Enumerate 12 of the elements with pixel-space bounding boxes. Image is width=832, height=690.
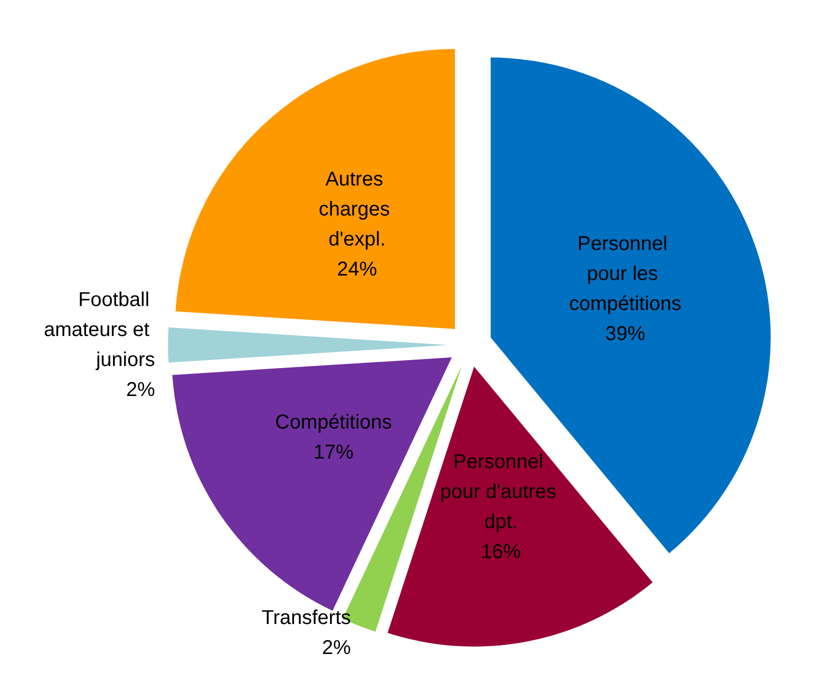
data-label: 24% <box>337 258 378 281</box>
data-label: 17% <box>314 442 354 464</box>
data-label: 2% <box>322 637 352 660</box>
data-label: 39% <box>605 323 646 346</box>
slice-label: Autres charges d'expl. <box>318 168 396 251</box>
data-label: 2% <box>126 379 156 401</box>
slice-label: Personnel pour d'autres dpt. <box>440 451 562 534</box>
slice-label: Personnel pour les compétitions <box>569 233 682 316</box>
data-label: 16% <box>480 541 522 564</box>
slice-label: Transferts <box>262 607 351 630</box>
slice-label: Compétitions <box>275 412 392 434</box>
slice-label: Football amateurs et juniors <box>44 289 155 371</box>
